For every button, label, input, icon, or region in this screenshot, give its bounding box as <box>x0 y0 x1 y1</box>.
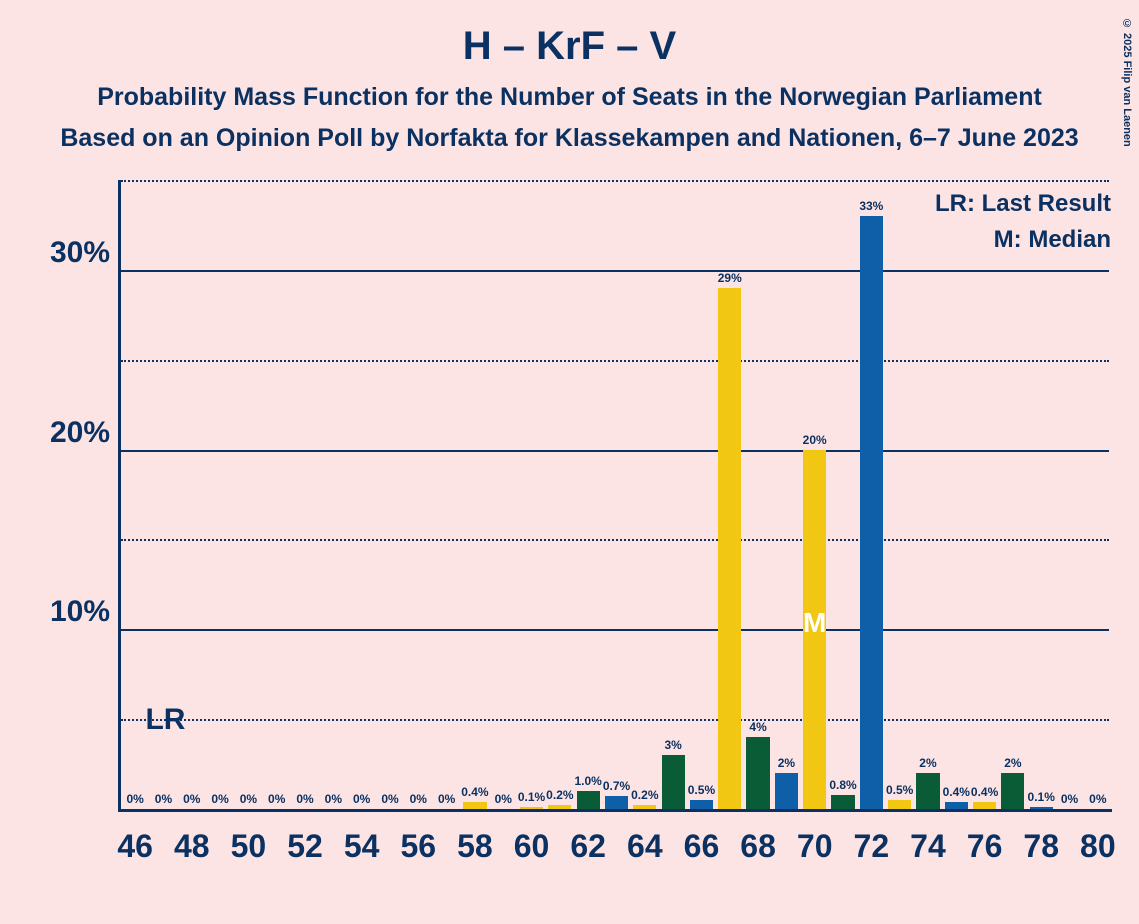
x-tick-label: 78 <box>1023 828 1059 865</box>
bar-value-label: 0% <box>410 792 427 806</box>
bar-value-label: 0.1% <box>518 790 545 804</box>
bar <box>945 802 968 809</box>
bar <box>888 800 911 809</box>
bar <box>1001 773 1024 809</box>
bar <box>973 802 996 809</box>
gridline-major <box>121 629 1109 631</box>
bar-value-label: 0% <box>1061 792 1078 806</box>
bar-value-label: 0.4% <box>461 785 488 799</box>
bar-value-label: 0% <box>155 792 172 806</box>
x-tick-label: 54 <box>344 828 380 865</box>
x-tick-label: 64 <box>627 828 663 865</box>
bar-value-label: 0% <box>381 792 398 806</box>
bar-value-label: 0.2% <box>546 788 573 802</box>
bar-value-label: 0% <box>240 792 257 806</box>
bar <box>831 795 854 809</box>
x-tick-label: 52 <box>287 828 323 865</box>
bar-value-label: 0.7% <box>603 779 630 793</box>
bar-value-label: 29% <box>718 271 742 285</box>
bar <box>577 791 600 809</box>
x-tick-label: 68 <box>740 828 776 865</box>
bar <box>860 216 883 809</box>
bar-value-label: 0.5% <box>886 783 913 797</box>
bar-value-label: 0.4% <box>943 785 970 799</box>
bar <box>803 450 826 809</box>
bar <box>520 807 543 809</box>
y-tick-label: 20% <box>50 416 110 450</box>
x-tick-label: 62 <box>570 828 606 865</box>
x-tick-label: 74 <box>910 828 946 865</box>
bar <box>775 773 798 809</box>
x-axis-labels: 464850525456586062646668707274767880 <box>118 820 1112 880</box>
bar-value-label: 3% <box>664 738 681 752</box>
bar-value-label: 0.5% <box>688 783 715 797</box>
bar-value-label: 2% <box>919 756 936 770</box>
gridline-minor <box>121 360 1109 362</box>
bar <box>605 796 628 809</box>
bar-value-label: 0% <box>268 792 285 806</box>
chart-subtitle-2: Based on an Opinion Poll by Norfakta for… <box>0 112 1139 153</box>
gridline-minor <box>121 180 1109 182</box>
x-tick-label: 72 <box>854 828 890 865</box>
x-tick-label: 58 <box>457 828 493 865</box>
x-tick-label: 56 <box>401 828 437 865</box>
bar-value-label: 20% <box>803 433 827 447</box>
gridline-major <box>121 270 1109 272</box>
bar-value-label: 0% <box>183 792 200 806</box>
last-result-label: LR <box>145 703 185 737</box>
x-tick-label: 60 <box>514 828 550 865</box>
bar-value-label: 0.4% <box>971 785 998 799</box>
x-tick-label: 46 <box>117 828 153 865</box>
chart-plot-area: 10%20%30%0%0%0%0%0%0%0%0%0%0%0%0%0.4%0%0… <box>118 180 1112 812</box>
y-tick-label: 30% <box>50 236 110 270</box>
bar-value-label: 0% <box>438 792 455 806</box>
bar <box>548 805 571 809</box>
bar-value-label: 0% <box>495 792 512 806</box>
bar-value-label: 4% <box>749 720 766 734</box>
bar-value-label: 0.2% <box>631 788 658 802</box>
bar <box>463 802 486 809</box>
x-tick-label: 66 <box>684 828 720 865</box>
gridline-minor <box>121 539 1109 541</box>
bar-value-label: 2% <box>778 756 795 770</box>
bar-value-label: 0% <box>353 792 370 806</box>
x-tick-label: 50 <box>231 828 267 865</box>
x-tick-label: 70 <box>797 828 833 865</box>
y-axis <box>118 180 121 812</box>
gridline-minor <box>121 719 1109 721</box>
bar-value-label: 1.0% <box>574 774 601 788</box>
bar <box>1030 807 1053 809</box>
bar-value-label: 0% <box>325 792 342 806</box>
bar-value-label: 0% <box>126 792 143 806</box>
bar-value-label: 2% <box>1004 756 1021 770</box>
bar-value-label: 33% <box>859 199 883 213</box>
x-tick-label: 48 <box>174 828 210 865</box>
bar <box>633 805 656 809</box>
x-tick-label: 76 <box>967 828 1003 865</box>
bar <box>746 737 769 809</box>
y-tick-label: 10% <box>50 595 110 629</box>
chart-subtitle-1: Probability Mass Function for the Number… <box>0 69 1139 112</box>
bar <box>690 800 713 809</box>
bar-value-label: 0% <box>211 792 228 806</box>
x-tick-label: 80 <box>1080 828 1116 865</box>
bar <box>662 755 685 809</box>
bar <box>718 288 741 809</box>
bar-value-label: 0% <box>296 792 313 806</box>
bar-value-label: 0.8% <box>829 778 856 792</box>
credit-text: © 2025 Filip van Laenen <box>1121 18 1133 147</box>
gridline-major <box>121 450 1109 452</box>
bar <box>916 773 939 809</box>
bar-value-label: 0.1% <box>1028 790 1055 804</box>
x-axis <box>118 809 1112 812</box>
bar-value-label: 0% <box>1089 792 1106 806</box>
chart-title: H – KrF – V <box>0 0 1139 69</box>
